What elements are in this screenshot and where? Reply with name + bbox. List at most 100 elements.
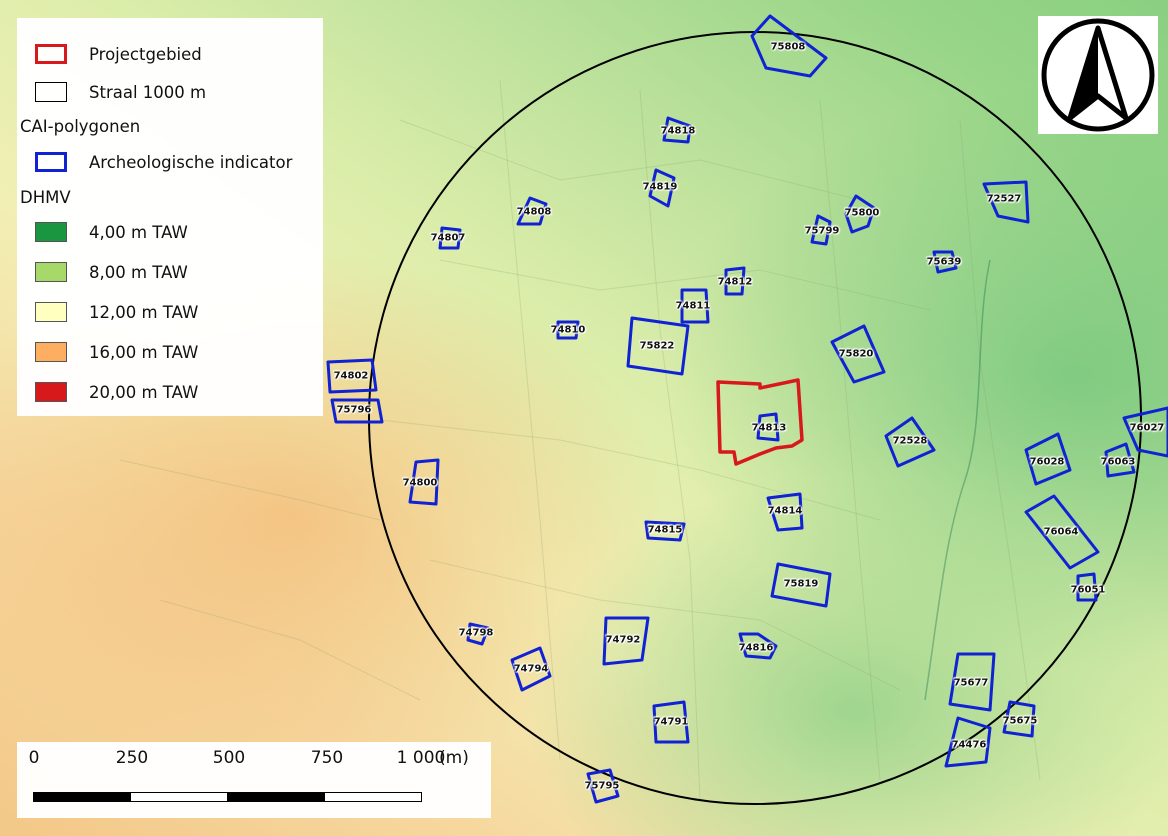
site-label: 74800 <box>402 477 438 489</box>
site-label: 74802 <box>333 370 369 382</box>
north-arrow <box>1038 16 1158 134</box>
north-arrow-icon <box>1041 18 1155 132</box>
site-label: 75675 <box>1002 715 1038 727</box>
cai-polygon[interactable] <box>1002 700 1036 738</box>
cai-polygon[interactable] <box>756 412 780 442</box>
site-label: 75639 <box>926 256 962 268</box>
site-label: 74794 <box>513 663 549 675</box>
cai-polygon[interactable] <box>932 250 958 274</box>
cai-polygon[interactable] <box>680 288 710 324</box>
legend-label: 20,00 m TAW <box>89 382 199 402</box>
scale-bar: 0 250 500 750 1 000 (m) <box>17 742 491 818</box>
cai-polygon[interactable] <box>766 492 804 532</box>
site-label: 75808 <box>770 41 806 53</box>
scale-tick-label: 250 <box>115 748 149 768</box>
site-label: 76028 <box>1029 456 1065 468</box>
map-legend: Projectgebied Straal 1000 m CAI-polygone… <box>17 18 323 416</box>
site-label: 76063 <box>1100 456 1136 468</box>
cai-polygon[interactable] <box>408 458 440 506</box>
indicator-symbol <box>35 152 67 172</box>
legend-label: 8,00 m TAW <box>89 262 188 282</box>
legend-heading-dhmv: DHMV <box>20 188 71 207</box>
cai-polygon[interactable] <box>1024 432 1072 486</box>
site-label: 74814 <box>767 505 803 517</box>
site-label: 74476 <box>951 739 987 751</box>
cai-polygon[interactable] <box>738 632 778 660</box>
site-label: 72527 <box>986 193 1022 205</box>
cai-polygon[interactable] <box>750 14 828 78</box>
cai-polygon[interactable] <box>810 214 832 246</box>
site-label: 74819 <box>642 181 678 193</box>
watercourse <box>924 259 991 701</box>
elevation-swatch <box>35 222 67 242</box>
legend-item-8m: 8,00 m TAW <box>17 258 188 286</box>
scale-segment <box>227 792 325 802</box>
site-label: 75796 <box>336 404 372 416</box>
site-label: 74798 <box>458 627 494 639</box>
cai-polygon[interactable] <box>724 266 746 296</box>
site-label: 74816 <box>738 642 774 654</box>
elevation-swatch <box>35 382 67 402</box>
legend-heading-cai: CAI-polygonen <box>20 117 141 136</box>
elevation-swatch <box>35 342 67 362</box>
cai-polygon[interactable] <box>626 316 690 376</box>
cai-polygon[interactable] <box>662 116 692 144</box>
cai-polygon[interactable] <box>516 196 548 226</box>
site-label: 75800 <box>844 207 880 219</box>
cai-polygon[interactable] <box>438 226 462 250</box>
legend-item-4m: 4,00 m TAW <box>17 218 188 246</box>
cai-polygon[interactable] <box>586 768 620 804</box>
cai-polygon[interactable] <box>830 324 886 384</box>
site-label: 76027 <box>1129 422 1165 434</box>
cai-polygon[interactable] <box>644 520 686 542</box>
site-label: 76051 <box>1070 584 1106 596</box>
cai-polygon[interactable] <box>1076 572 1098 602</box>
cai-polygon[interactable] <box>948 652 996 712</box>
site-label: 74808 <box>516 206 552 218</box>
legend-item-16m: 16,00 m TAW <box>17 338 198 366</box>
cai-polygon[interactable] <box>466 622 490 646</box>
legend-label: 4,00 m TAW <box>89 222 188 242</box>
cai-polygon[interactable] <box>844 194 876 234</box>
project-area-symbol <box>35 44 67 64</box>
scale-tick-label: 0 <box>28 748 40 768</box>
site-label: 74811 <box>675 300 711 312</box>
cai-polygon[interactable] <box>330 398 384 424</box>
cai-polygons <box>326 14 1168 804</box>
cai-polygon[interactable] <box>652 700 690 744</box>
cai-polygon[interactable] <box>326 358 378 394</box>
cai-polygon[interactable] <box>944 716 992 768</box>
legend-item-indicator: Archeologische indicator <box>17 148 292 176</box>
cai-polygon[interactable] <box>1104 442 1136 478</box>
site-label: 74818 <box>660 125 696 137</box>
cai-polygon[interactable] <box>556 320 580 340</box>
radius-symbol <box>35 82 67 102</box>
site-label: 74791 <box>653 716 689 728</box>
cai-polygon[interactable] <box>602 616 650 666</box>
project-area-polygon[interactable] <box>716 378 804 466</box>
scale-segment <box>324 792 422 802</box>
legend-label: Straal 1000 m <box>89 82 207 102</box>
cai-polygon[interactable] <box>1122 406 1168 458</box>
site-label: 72528 <box>892 435 928 447</box>
site-label: 76064 <box>1043 526 1079 538</box>
site-label: 74815 <box>647 524 683 536</box>
cai-polygon[interactable] <box>884 416 936 468</box>
scale-unit-label: (m) <box>439 748 469 768</box>
cai-polygon[interactable] <box>770 562 832 608</box>
cai-polygon[interactable] <box>982 180 1030 224</box>
elevation-swatch <box>35 302 67 322</box>
cai-polygon[interactable] <box>510 646 552 692</box>
cai-polygon[interactable] <box>1024 494 1100 570</box>
scale-tick-label: 750 <box>310 748 344 768</box>
cai-polygon[interactable] <box>648 168 676 208</box>
site-label: 75820 <box>838 348 874 360</box>
scale-tick-label: 500 <box>212 748 246 768</box>
site-label: 74813 <box>751 422 787 434</box>
legend-label: 16,00 m TAW <box>89 342 199 362</box>
field-lines <box>119 79 1041 801</box>
legend-label: Projectgebied <box>89 44 202 64</box>
legend-item-20m: 20,00 m TAW <box>17 378 198 406</box>
